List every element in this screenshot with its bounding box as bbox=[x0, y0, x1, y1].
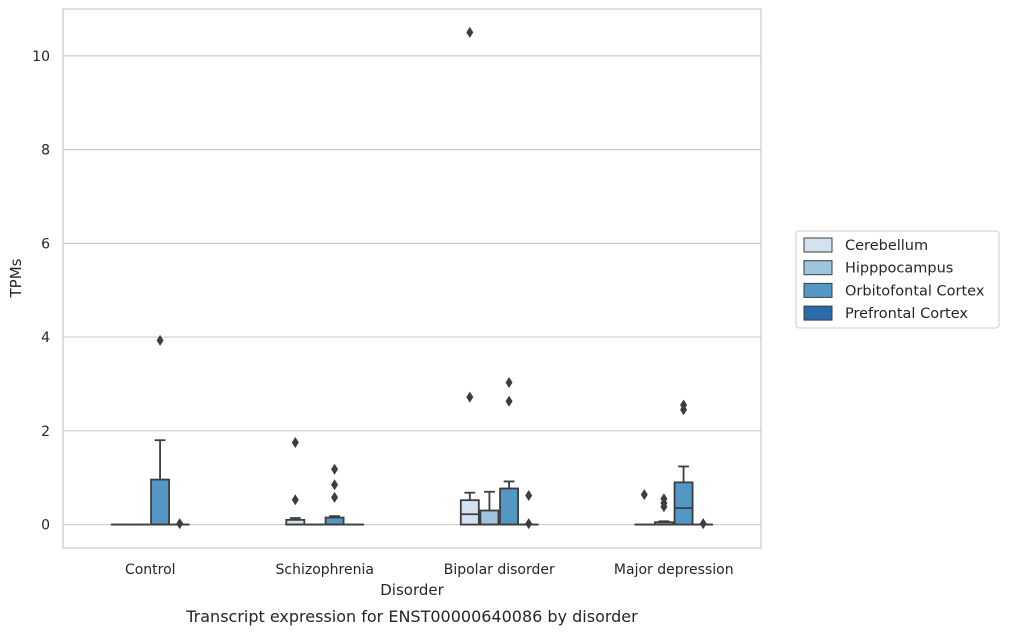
outlier-point bbox=[505, 377, 513, 389]
box bbox=[324, 516, 345, 526]
y-tick-labels: 0 2 4 6 8 10 bbox=[32, 49, 50, 534]
legend: Cerebellum Hipppocampus Orbitofontal Corte… bbox=[795, 230, 1000, 329]
y-tick-label: 10 bbox=[32, 49, 50, 65]
outlier-point bbox=[331, 479, 339, 491]
legend-label: Prefrontal Cortex bbox=[845, 306, 968, 322]
legend-swatch bbox=[803, 305, 833, 321]
x-tick-label: Major depression bbox=[614, 562, 734, 578]
outlier-point bbox=[291, 494, 299, 506]
y-tick-label: 2 bbox=[41, 424, 50, 440]
legend-label: Cerebellum bbox=[845, 238, 928, 254]
legend-label: Hipppocampus bbox=[845, 261, 953, 277]
category-group bbox=[459, 26, 539, 530]
category-group bbox=[634, 399, 714, 530]
outlier-point bbox=[466, 26, 474, 38]
x-tick-label: Schizophrenia bbox=[276, 562, 374, 578]
legend-frame bbox=[795, 230, 1000, 329]
y-tick-label: 6 bbox=[41, 236, 50, 252]
box bbox=[150, 478, 170, 526]
x-tick-label: Bipolar disorder bbox=[444, 562, 555, 578]
y-axis-label: TPMs bbox=[7, 258, 25, 298]
legend-label: Orbitofontal Cortex bbox=[845, 283, 985, 299]
x-tick-labels: Control Schizophrenia Bipolar disorder Majo… bbox=[125, 562, 734, 578]
y-tick-label: 4 bbox=[41, 330, 50, 346]
y-tick-label: 0 bbox=[41, 518, 50, 534]
outlier-point bbox=[291, 437, 299, 449]
outlier-point bbox=[331, 491, 339, 503]
outlier-point bbox=[156, 334, 164, 346]
outlier-point bbox=[660, 493, 668, 505]
x-axis-label: Disorder bbox=[380, 581, 444, 599]
category-group bbox=[285, 437, 365, 526]
category-group bbox=[110, 334, 190, 530]
outlier-point bbox=[680, 399, 688, 411]
box bbox=[479, 509, 500, 526]
outlier-point bbox=[505, 395, 513, 407]
legend-swatch bbox=[803, 260, 833, 276]
box bbox=[459, 499, 480, 526]
plot-area bbox=[63, 9, 761, 548]
legend-swatch bbox=[803, 237, 833, 253]
outlier-point bbox=[525, 518, 533, 530]
outlier-point bbox=[466, 391, 474, 403]
outlier-point bbox=[525, 490, 533, 502]
box-plot-groups bbox=[110, 26, 714, 530]
outlier-point bbox=[640, 489, 648, 501]
chart-caption: Transcript expression for ENST0000064008… bbox=[185, 607, 638, 626]
legend-swatch bbox=[803, 282, 833, 298]
y-tick-label: 8 bbox=[41, 143, 50, 159]
x-tick-label: Control bbox=[125, 562, 176, 578]
plot-frame bbox=[62, 8, 762, 549]
outlier-point bbox=[176, 518, 184, 530]
box bbox=[673, 481, 694, 526]
outlier-point bbox=[699, 518, 707, 530]
outlier-point bbox=[331, 463, 339, 475]
box bbox=[499, 487, 519, 526]
